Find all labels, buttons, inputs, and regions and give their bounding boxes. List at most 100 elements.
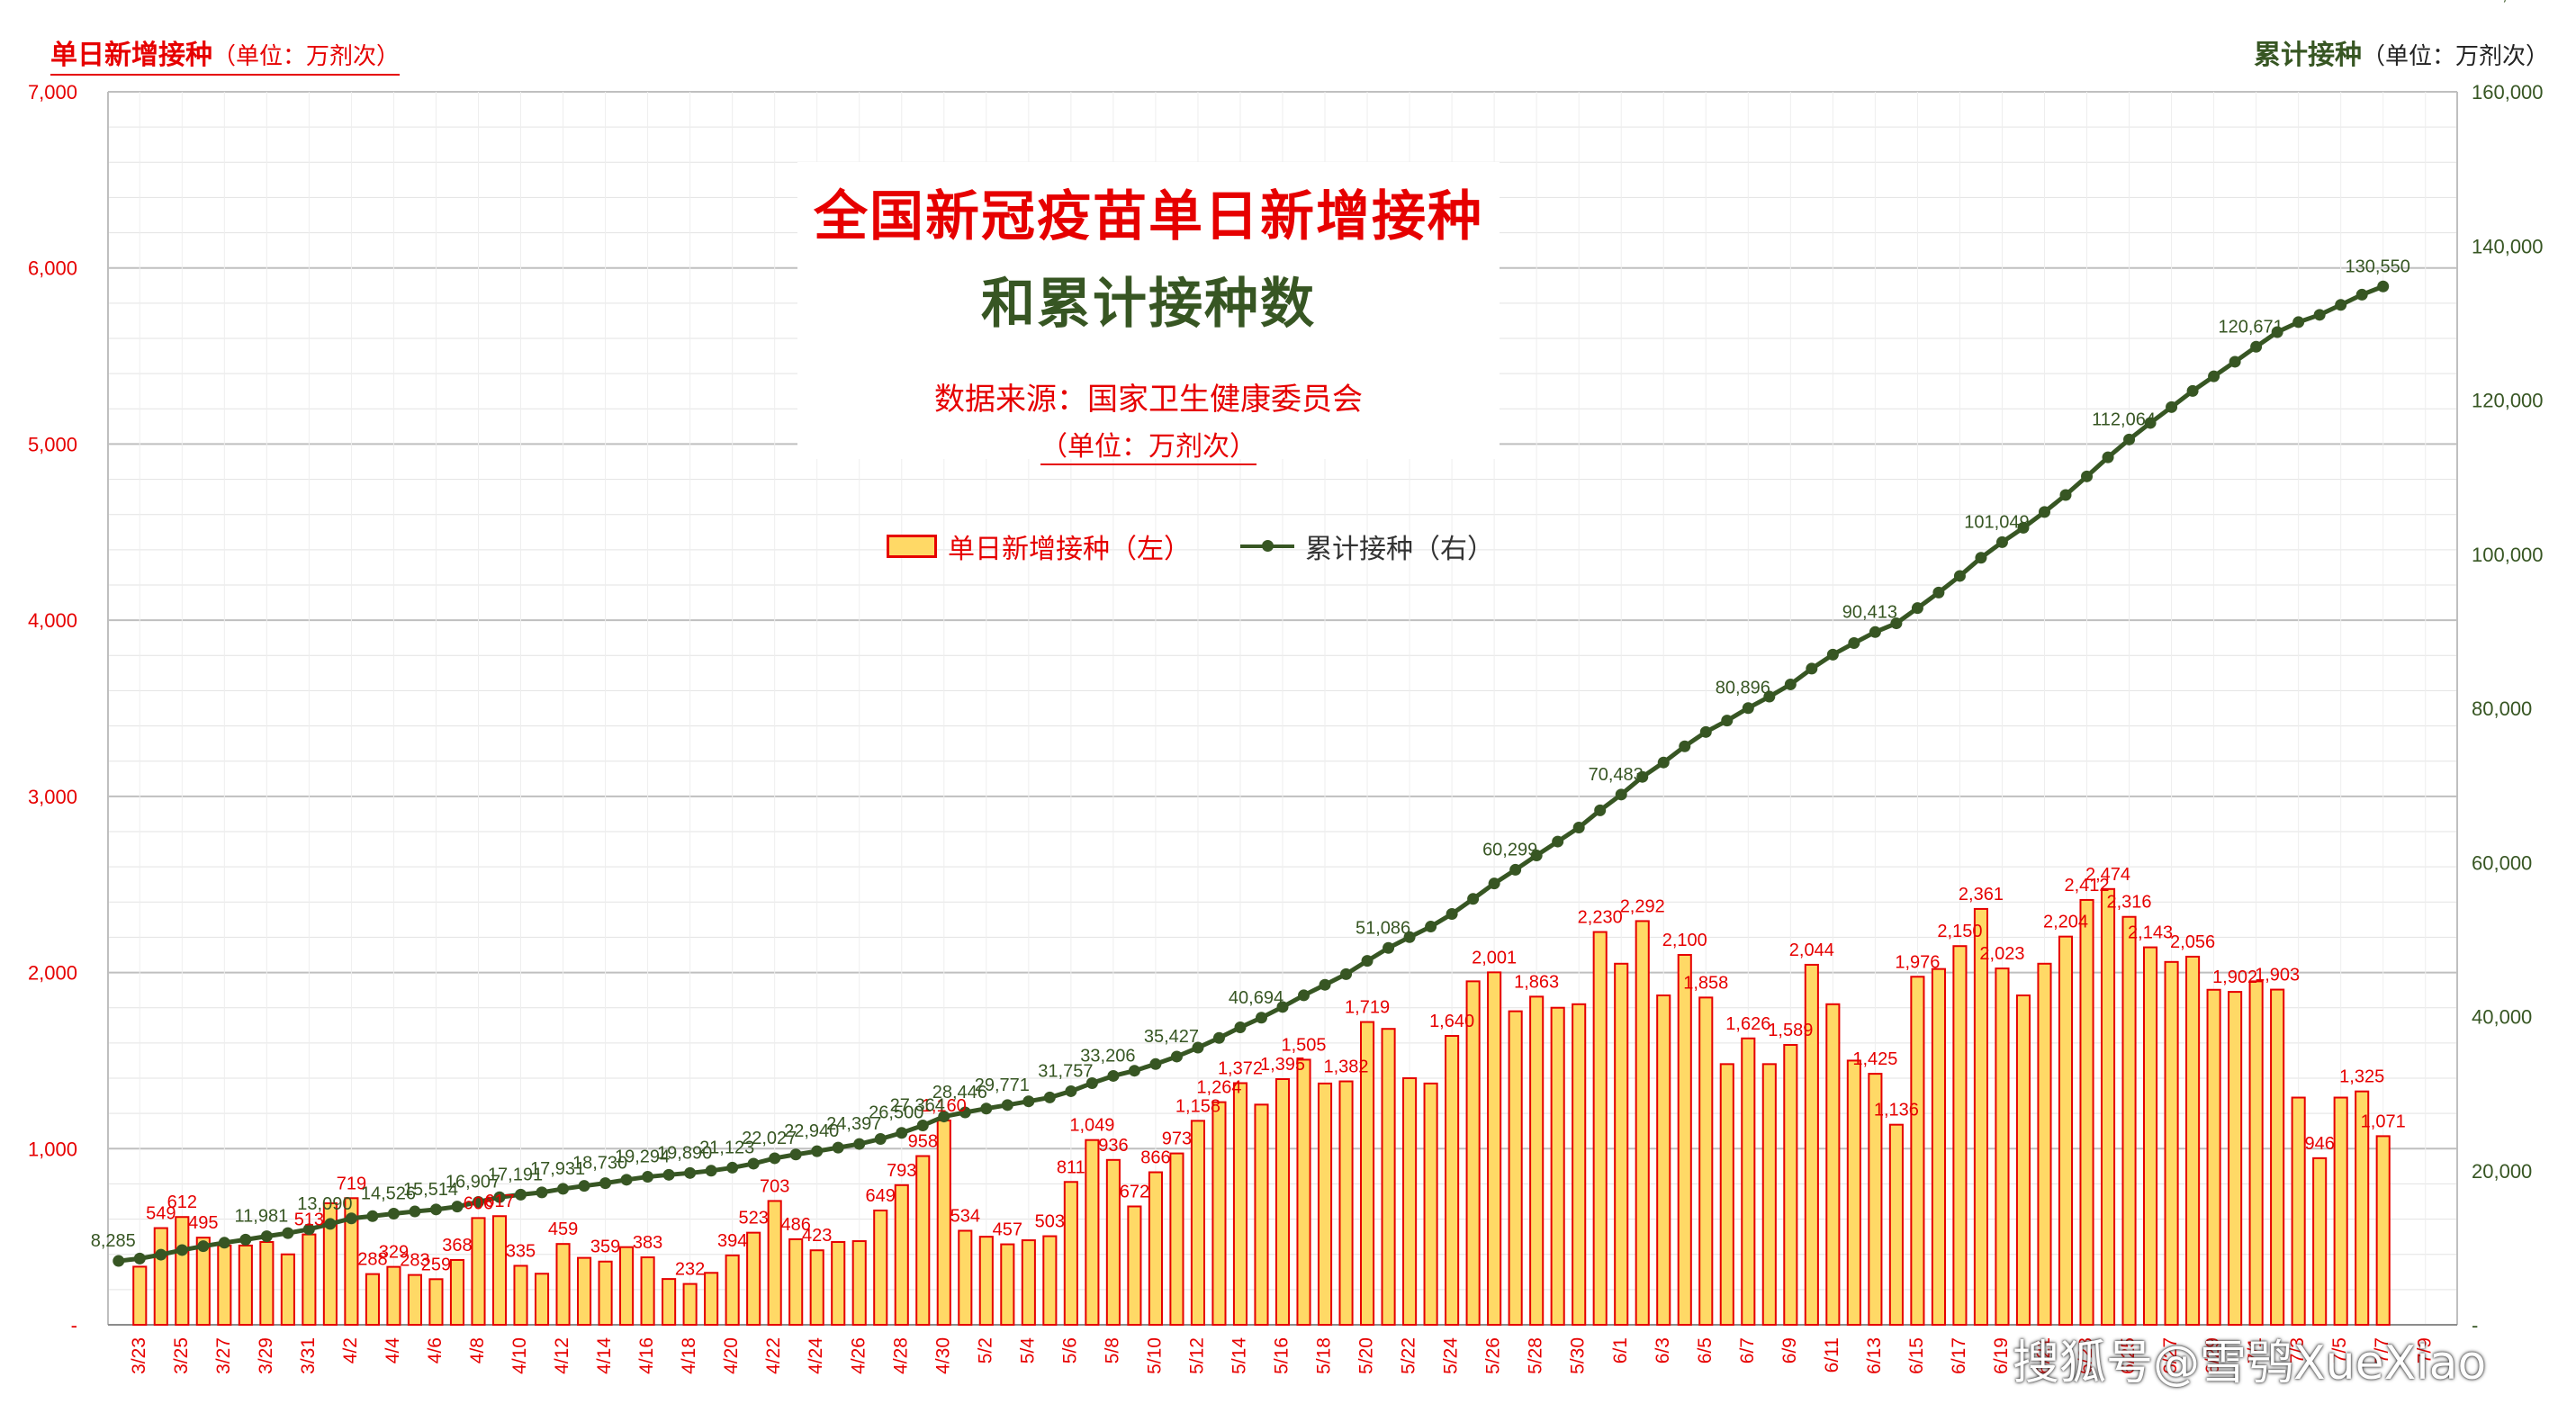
x-tick-label: 6/3 <box>1653 1337 1673 1364</box>
bar <box>2015 994 2031 1326</box>
line-data-label: 80,896 <box>1716 679 1770 698</box>
line-data-label: 24,397 <box>826 1114 881 1134</box>
x-tick-label: 4/26 <box>848 1337 869 1374</box>
line-point <box>1509 863 1522 876</box>
line-point <box>662 1168 675 1181</box>
x-tick-label: 6/21 <box>2033 1337 2054 1374</box>
bar <box>598 1260 613 1326</box>
line-point <box>1953 570 1966 582</box>
line-point <box>387 1207 400 1220</box>
line-point <box>2059 489 2072 501</box>
line-point <box>1234 1021 1247 1033</box>
line-data-label: 60,299 <box>1482 840 1537 860</box>
line-data-label: 134,238 <box>2472 0 2537 4</box>
line-point <box>2144 417 2157 429</box>
line-data-label: 120,671 <box>2218 317 2283 337</box>
line-point <box>1763 690 1776 703</box>
line-point <box>1212 1031 1225 1044</box>
bar <box>682 1282 698 1326</box>
left-tick-label: 6,000 <box>28 257 77 280</box>
bar <box>662 1278 677 1326</box>
line-point <box>1552 835 1564 848</box>
bar-data-label: 2,230 <box>1578 908 1623 928</box>
bar <box>958 1229 973 1326</box>
bar-data-label: 368 <box>442 1236 472 1256</box>
line-point <box>493 1191 506 1203</box>
line-point <box>536 1186 548 1199</box>
bar <box>1656 994 1671 1326</box>
bar-data-label: 2,100 <box>1662 931 1707 950</box>
line-point <box>1615 788 1627 801</box>
x-tick-label: 6/29 <box>2202 1337 2223 1374</box>
bar-data-label: 1,640 <box>1429 1012 1474 1031</box>
line-point <box>1170 1050 1183 1063</box>
bar <box>1952 945 1968 1326</box>
x-tick-label: 6/15 <box>1906 1337 1927 1374</box>
x-tick-label: 6/17 <box>1949 1337 1969 1374</box>
x-tick-label: 5/14 <box>1229 1337 1250 1374</box>
line-point <box>2081 470 2094 482</box>
bar <box>238 1244 253 1327</box>
line-point <box>260 1230 273 1243</box>
bar <box>449 1258 465 1327</box>
x-tick-label: 5/26 <box>1483 1337 1504 1374</box>
bar-data-label: 359 <box>590 1238 620 1257</box>
left-tick-label: 7,000 <box>28 81 77 104</box>
bar <box>1635 920 1650 1326</box>
line-point <box>578 1180 590 1192</box>
line-point <box>409 1205 421 1218</box>
bar-data-label: 503 <box>1035 1212 1065 1232</box>
bar-data-label: 259 <box>421 1255 451 1274</box>
line-point <box>1446 908 1458 921</box>
line-data-label: 19,890 <box>657 1143 712 1163</box>
bar <box>2291 1096 2306 1326</box>
line-point <box>2017 521 2030 534</box>
bar-data-label: 1,902 <box>2212 968 2257 987</box>
line-point <box>832 1141 844 1154</box>
bar-data-label: 811 <box>1057 1157 1085 1177</box>
x-tick-label: 5/10 <box>1144 1337 1165 1374</box>
bar <box>365 1273 380 1326</box>
bar-data-label: 423 <box>802 1226 832 1246</box>
line-point <box>2123 433 2136 446</box>
line-data-label: 16,907 <box>446 1172 500 1192</box>
right-tick-label: 20,000 <box>2472 1160 2532 1183</box>
line-data-label: 17,931 <box>530 1159 585 1179</box>
bar-data-label: 1,158 <box>1175 1096 1220 1116</box>
left-axis-unit-label: 单日新增接种（单位：万剂次） <box>50 32 401 76</box>
line-point <box>1043 1091 1056 1103</box>
line-point <box>1001 1099 1013 1112</box>
bar-data-label: 606 <box>464 1193 493 1213</box>
line-data-label: 90,413 <box>1842 602 1897 622</box>
right-axis-unit-label: 累计接种（单位：万剂次） <box>2254 32 2549 72</box>
x-tick-label: 4/24 <box>806 1337 826 1374</box>
line-point <box>599 1177 612 1190</box>
line-point <box>1742 702 1754 715</box>
line-point <box>1699 725 1712 738</box>
left-tick-label: 2,000 <box>28 962 77 985</box>
bar <box>1592 931 1608 1326</box>
bar <box>1888 1123 1904 1326</box>
bar <box>386 1265 401 1326</box>
bar-data-label: 2,474 <box>2085 865 2130 885</box>
bar-data-label: 1,071 <box>2361 1112 2406 1131</box>
line-point <box>1679 740 1691 752</box>
x-tick-label: 7/5 <box>2329 1337 2350 1364</box>
line-point <box>938 1111 950 1123</box>
line-point <box>684 1166 697 1179</box>
x-tick-label: 7/9 <box>2414 1337 2435 1364</box>
bar <box>407 1274 423 1327</box>
left-axis-unit: （单位：万剂次） <box>212 43 401 70</box>
x-tick-label: 6/13 <box>1864 1337 1885 1374</box>
bar-data-label: 2,001 <box>1472 948 1517 968</box>
bar <box>2375 1135 2391 1327</box>
line-data-label: 130,550 <box>2346 256 2410 276</box>
line-point <box>1636 770 1649 783</box>
bar <box>1360 1021 1375 1326</box>
line-point <box>1995 536 2008 548</box>
line-point <box>1298 989 1311 1002</box>
x-tick-label: 6/27 <box>2160 1337 2181 1374</box>
line-point <box>853 1138 866 1150</box>
